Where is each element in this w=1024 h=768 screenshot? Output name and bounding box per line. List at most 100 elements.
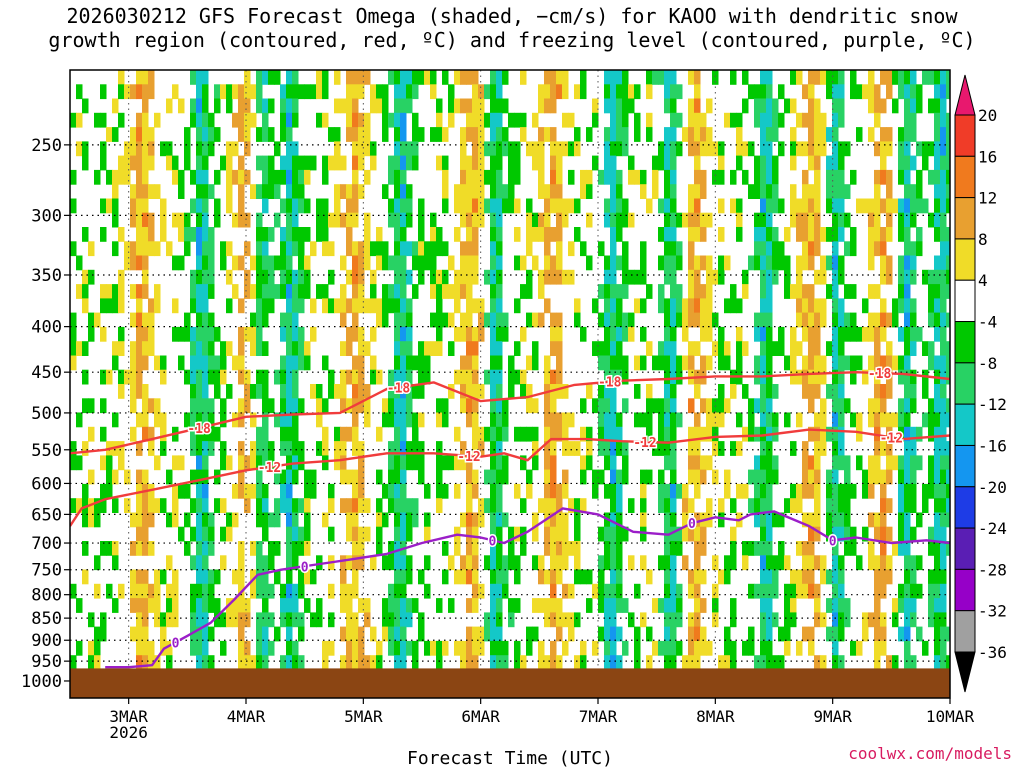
omega-cell <box>802 384 809 399</box>
omega-cell <box>604 384 611 399</box>
omega-cell <box>220 355 227 371</box>
omega-cell <box>82 298 89 314</box>
omega-cell <box>370 626 377 642</box>
omega-cell <box>580 498 587 513</box>
omega-cell <box>694 455 701 471</box>
omega-cell <box>934 526 941 542</box>
omega-cell <box>460 398 467 414</box>
omega-cell <box>490 312 497 328</box>
omega-cell <box>322 227 329 242</box>
omega-cell <box>604 398 611 414</box>
omega-cell <box>118 441 125 456</box>
omega-cell <box>814 298 821 314</box>
omega-cell <box>352 541 359 556</box>
omega-cell <box>490 640 497 656</box>
omega-cell <box>214 98 221 114</box>
omega-cell <box>298 155 305 171</box>
omega-cell <box>904 441 911 456</box>
omega-cell <box>790 98 797 114</box>
omega-cell <box>220 555 227 571</box>
omega-cell <box>208 655 215 670</box>
omega-cell <box>478 498 485 513</box>
time-tick-label: 10MAR <box>926 707 975 726</box>
omega-cell <box>430 269 437 285</box>
omega-cell <box>706 98 713 114</box>
omega-cell <box>556 369 563 385</box>
omega-cell <box>898 412 905 428</box>
omega-cell <box>238 626 245 642</box>
omega-cell <box>388 612 395 628</box>
omega-cell <box>610 70 617 85</box>
omega-cell <box>832 84 839 100</box>
omega-cell <box>814 312 821 328</box>
omega-cell <box>280 155 287 171</box>
omega-cell <box>460 512 467 528</box>
omega-cell <box>598 583 605 599</box>
omega-cell <box>400 455 407 471</box>
omega-cell <box>670 455 677 471</box>
omega-cell <box>694 255 701 271</box>
omega-cell <box>262 526 269 542</box>
omega-cell <box>940 526 947 542</box>
omega-cell <box>694 655 701 670</box>
omega-cell <box>382 84 389 100</box>
omega-cell <box>466 541 473 556</box>
omega-cell <box>196 312 203 328</box>
omega-cell <box>610 655 617 670</box>
omega-cell <box>754 512 761 528</box>
omega-cell <box>550 583 557 599</box>
omega-cell <box>550 612 557 628</box>
omega-cell <box>604 212 611 228</box>
omega-cell <box>928 169 935 185</box>
omega-cell <box>784 269 791 285</box>
omega-cell <box>442 269 449 285</box>
omega-cell <box>400 155 407 171</box>
omega-cell <box>694 341 701 356</box>
omega-cell <box>202 298 209 314</box>
omega-cell <box>838 84 845 100</box>
omega-cell <box>886 255 893 271</box>
omega-cell <box>580 70 587 85</box>
omega-cell <box>304 469 311 485</box>
omega-cell <box>838 312 845 328</box>
omega-cell <box>802 255 809 271</box>
omega-cell <box>412 84 419 100</box>
omega-cell <box>130 426 137 442</box>
omega-cell <box>940 541 947 556</box>
omega-cell <box>106 284 113 299</box>
omega-cell <box>850 326 857 342</box>
omega-cell <box>466 198 473 214</box>
omega-cell <box>100 398 107 414</box>
omega-cell <box>274 512 281 528</box>
omega-cell <box>400 426 407 442</box>
omega-cell <box>850 541 857 556</box>
omega-cell <box>394 412 401 428</box>
omega-cell <box>442 455 449 471</box>
omega-cell <box>346 70 353 85</box>
omega-cell <box>136 626 143 642</box>
credit-link[interactable]: coolwx.com/models <box>848 744 1012 763</box>
omega-cell <box>262 127 269 142</box>
omega-cell <box>802 84 809 100</box>
omega-cell <box>238 155 245 171</box>
omega-cell <box>868 483 875 499</box>
omega-cell <box>142 184 149 199</box>
omega-cell <box>598 355 605 371</box>
omega-cell <box>772 184 779 199</box>
omega-cell <box>760 541 767 556</box>
omega-cell <box>946 483 950 499</box>
omega-cell <box>874 112 881 128</box>
omega-cell <box>538 98 545 114</box>
omega-cell <box>496 298 503 314</box>
omega-cell <box>778 141 785 157</box>
omega-cell <box>496 526 503 542</box>
omega-cell <box>544 241 551 257</box>
omega-cell <box>400 255 407 271</box>
omega-cell <box>688 612 695 628</box>
omega-cell <box>340 255 347 271</box>
omega-cell <box>862 298 869 314</box>
contour-label: 0 <box>172 636 180 651</box>
omega-cell <box>934 84 941 100</box>
omega-cell <box>262 227 269 242</box>
omega-cell <box>394 141 401 157</box>
